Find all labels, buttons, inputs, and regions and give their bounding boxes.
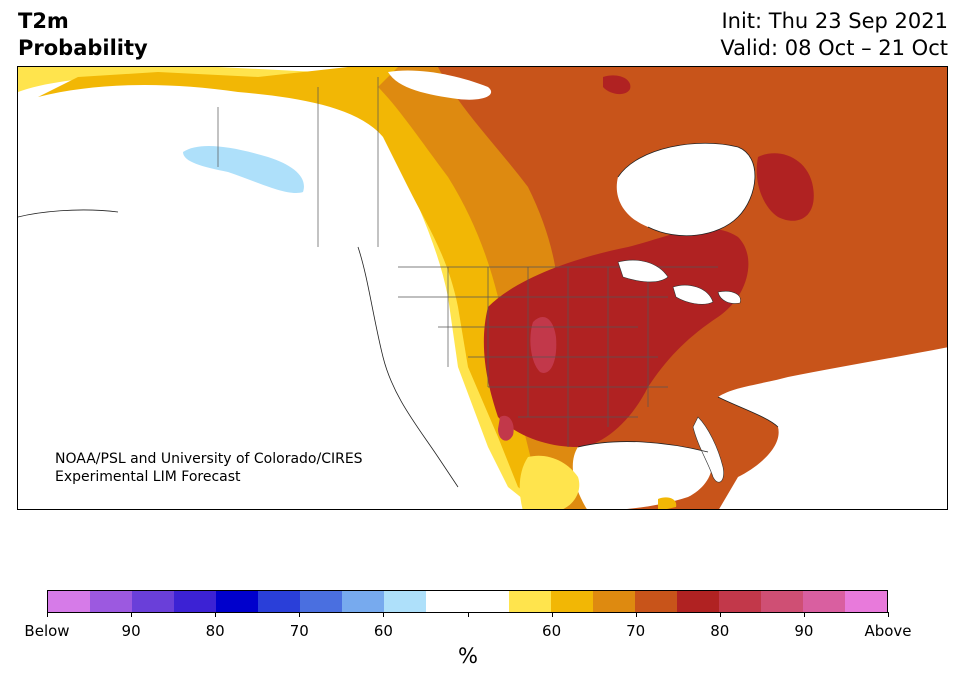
region-above-a70 (530, 317, 557, 373)
region-above-a60-north (756, 153, 814, 221)
colorbar-segment (677, 591, 720, 612)
forecast-credit: NOAA/PSL and University of Colorado/CIRE… (55, 450, 363, 486)
pacific-ocean (18, 247, 458, 509)
init-date: Init: Thu 23 Sep 2021 (721, 9, 948, 33)
colorbar-tick-label: 70 (626, 622, 646, 640)
colorbar-tick (299, 612, 301, 617)
colorbar-tick-label: Below (24, 622, 70, 640)
colorbar-segment (48, 591, 90, 612)
gulf-of-mexico (572, 441, 712, 509)
valid-range: Valid: 08 Oct – 21 Oct (720, 36, 948, 60)
colorbar-segment (635, 591, 678, 612)
colorbar-tick (719, 612, 721, 617)
political-borders (217, 77, 718, 447)
region-above-a60 (483, 228, 749, 447)
colorbar-segment (89, 591, 132, 612)
colorbar-segment (761, 591, 804, 612)
colorbar-segment (425, 591, 468, 612)
colorbar-segment (299, 591, 342, 612)
colorbar-tick-label: 70 (289, 622, 309, 640)
title-line-variable: T2m (18, 9, 69, 33)
colorbar-segment (845, 591, 888, 612)
map-title: T2m Probability (18, 8, 148, 62)
colorbar-segment (719, 591, 762, 612)
colorbar-segment (467, 591, 510, 612)
florida (692, 416, 724, 483)
colorbar-segment (593, 591, 636, 612)
colorbar-tick (47, 612, 48, 617)
colorbar-tick-label: 60 (542, 622, 562, 640)
colorbar-segment (341, 591, 384, 612)
coastlines (18, 142, 779, 488)
caribbean-island (658, 497, 677, 509)
title-line-type: Probability (18, 36, 148, 60)
credit-line-1: NOAA/PSL and University of Colorado/CIRE… (55, 451, 363, 467)
colorbar-segment (551, 591, 594, 612)
colorbar-tick (131, 612, 133, 617)
atlantic-ocean (718, 347, 947, 509)
region-above-a60-islands (603, 75, 631, 95)
region-below-60 (183, 145, 304, 193)
colorbar-segment (131, 591, 174, 612)
map-canvas (18, 67, 947, 509)
great-lakes (617, 259, 741, 305)
region-above-a70-south (498, 415, 514, 441)
colorbar-tick (888, 612, 889, 617)
colorbar-tick-label: 90 (794, 622, 814, 640)
colorbar-tick (551, 612, 553, 617)
arctic-water (388, 70, 492, 100)
colorbar-tick-label: 80 (205, 622, 225, 640)
colorbar-segment (803, 591, 846, 612)
colorbar-tick-label: Above (864, 622, 912, 640)
colorbar-segment (509, 591, 552, 612)
probability-colorbar (47, 590, 888, 613)
colorbar-tick (803, 612, 805, 617)
colorbar-tick (635, 612, 637, 617)
colorbar-tick-label: 90 (121, 622, 141, 640)
colorbar-tick (215, 612, 217, 617)
colorbar-segment (215, 591, 258, 612)
colorbar-tick-label: 60 (373, 622, 393, 640)
colorbar-segment (173, 591, 216, 612)
hudson-bay (616, 143, 755, 236)
colorbar-segment (383, 591, 426, 612)
colorbar-segment (257, 591, 300, 612)
colorbar-tick (467, 612, 469, 617)
forecast-dates: Init: Thu 23 Sep 2021 Valid: 08 Oct – 21… (720, 8, 948, 62)
colorbar-tick (383, 612, 385, 617)
colorbar-tick-label: 80 (710, 622, 730, 640)
mexico-south (519, 455, 580, 509)
colorbar-unit: % (458, 644, 478, 668)
probability-map (17, 66, 948, 510)
credit-line-2: Experimental LIM Forecast (55, 469, 241, 485)
